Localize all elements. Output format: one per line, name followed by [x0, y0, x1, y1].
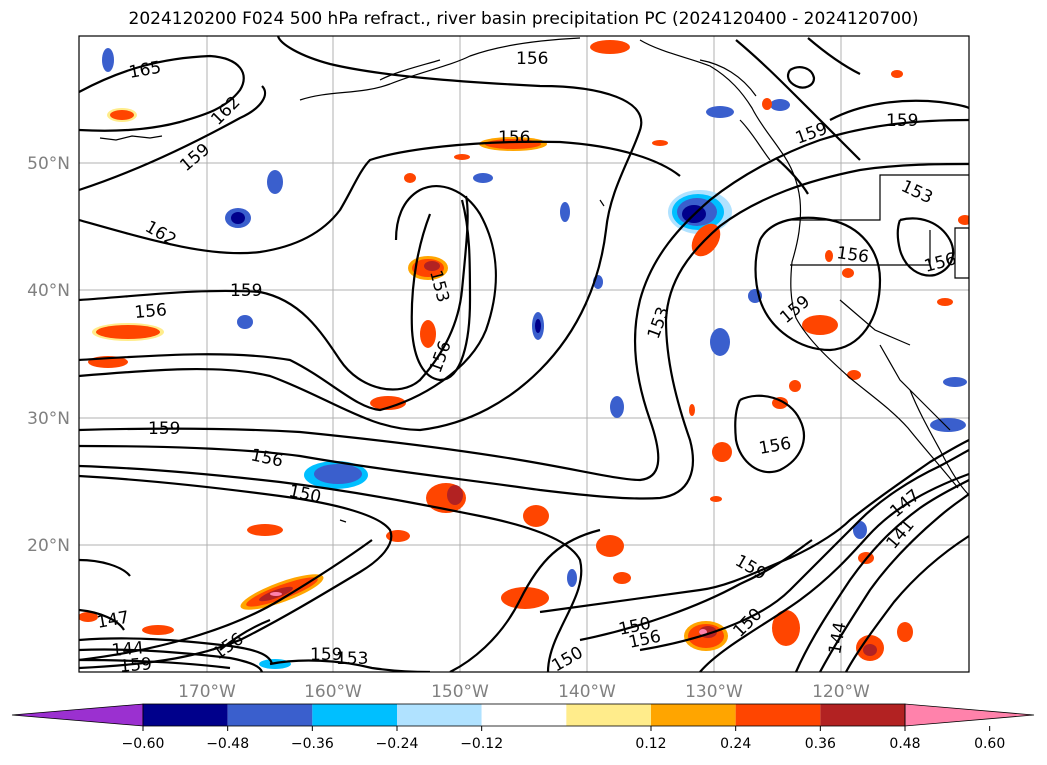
colorbar-tick-label: 0.24	[720, 736, 751, 752]
colorbar-segment	[143, 704, 228, 726]
lat-label-30n: 30°N	[27, 409, 70, 429]
colorbar-segment	[735, 704, 821, 726]
colorbar-tick-label: 0.48	[889, 736, 920, 752]
colorbar-extend-min	[11, 703, 144, 727]
contour-label: 159	[148, 419, 180, 439]
colorbar-tick-label: −0.60	[122, 736, 165, 752]
colorbar-segment	[481, 704, 567, 726]
lon-label-170w: 170°W	[178, 682, 236, 702]
contour-label: 156	[134, 300, 168, 323]
contour-label: 159	[230, 281, 262, 301]
colorbar-segment	[651, 704, 736, 726]
contour-label: 156	[498, 128, 530, 148]
contour-label: 159	[310, 645, 342, 665]
colorbar-tick-label: −0.36	[291, 736, 334, 752]
coastlines	[99, 37, 969, 523]
colorbar-segment	[397, 704, 482, 726]
lon-label-130w: 130°W	[685, 682, 743, 702]
colorbar-segment	[227, 704, 313, 726]
colorbar-segment	[820, 704, 905, 726]
colorbar-outline	[142, 703, 906, 727]
contour-label: 159	[119, 654, 153, 677]
colorbar: −0.60 −0.48 −0.36 −0.24 −0.12 0.12 0.24 0.36 0.4…	[11, 703, 1035, 752]
lon-label-120w: 120°W	[812, 682, 870, 702]
colorbar-tick-label: 0.36	[805, 736, 836, 752]
contour-label: 156	[516, 49, 548, 69]
contour-label: 159	[886, 111, 918, 131]
contour-label: 153	[336, 649, 368, 669]
colorbar-segment	[566, 704, 651, 726]
longitude-labels: 170°W 160°W 150°W 140°W 130°W 120°W	[178, 682, 870, 702]
colorbar-tick-label: 0.60	[974, 736, 1005, 752]
colorbar-tick-label: 0.12	[635, 736, 666, 752]
colorbar-extend-max	[904, 703, 1035, 727]
lon-label-150w: 150°W	[431, 682, 489, 702]
map-border	[78, 35, 970, 673]
colorbar-tick-label: −0.24	[376, 736, 419, 752]
lat-label-40n: 40°N	[27, 281, 70, 301]
contour-label: 156	[835, 243, 870, 267]
latitude-labels: 50°N 40°N 30°N 20°N	[27, 154, 70, 556]
colorbar-tick-label: −0.48	[206, 736, 249, 752]
lat-label-20n: 20°N	[27, 536, 70, 556]
lon-label-140w: 140°W	[558, 682, 616, 702]
lat-label-50n: 50°N	[27, 154, 70, 174]
colorbar-tick-label: −0.12	[460, 736, 503, 752]
lon-label-160w: 160°W	[304, 682, 362, 702]
colorbar-segment	[312, 704, 397, 726]
contour-label: 144	[111, 638, 145, 661]
map-title: 2024120200 F024 500 hPa refract., river …	[128, 9, 919, 29]
